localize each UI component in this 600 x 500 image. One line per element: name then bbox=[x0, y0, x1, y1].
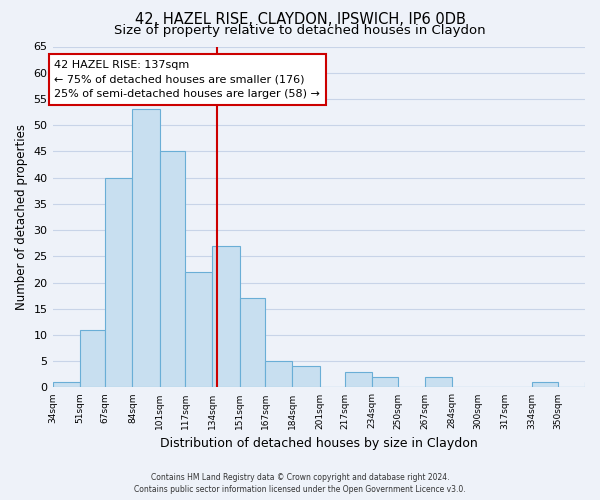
Bar bbox=[239, 298, 265, 388]
X-axis label: Distribution of detached houses by size in Claydon: Distribution of detached houses by size … bbox=[160, 437, 478, 450]
Bar bbox=[585, 382, 600, 388]
Bar bbox=[106, 178, 133, 388]
Bar bbox=[80, 330, 106, 388]
Bar bbox=[133, 110, 160, 388]
Bar bbox=[425, 377, 452, 388]
Bar bbox=[345, 372, 373, 388]
Bar bbox=[532, 382, 558, 388]
Text: Contains HM Land Registry data © Crown copyright and database right 2024.
Contai: Contains HM Land Registry data © Crown c… bbox=[134, 472, 466, 494]
Bar bbox=[53, 382, 80, 388]
Text: Size of property relative to detached houses in Claydon: Size of property relative to detached ho… bbox=[114, 24, 486, 37]
Text: 42, HAZEL RISE, CLAYDON, IPSWICH, IP6 0DB: 42, HAZEL RISE, CLAYDON, IPSWICH, IP6 0D… bbox=[134, 12, 466, 28]
Y-axis label: Number of detached properties: Number of detached properties bbox=[15, 124, 28, 310]
Bar bbox=[160, 152, 185, 388]
Bar bbox=[185, 272, 212, 388]
Bar bbox=[212, 246, 239, 388]
Bar bbox=[292, 366, 320, 388]
Bar bbox=[373, 377, 398, 388]
Bar bbox=[265, 361, 292, 388]
Text: 42 HAZEL RISE: 137sqm
← 75% of detached houses are smaller (176)
25% of semi-det: 42 HAZEL RISE: 137sqm ← 75% of detached … bbox=[54, 60, 320, 99]
